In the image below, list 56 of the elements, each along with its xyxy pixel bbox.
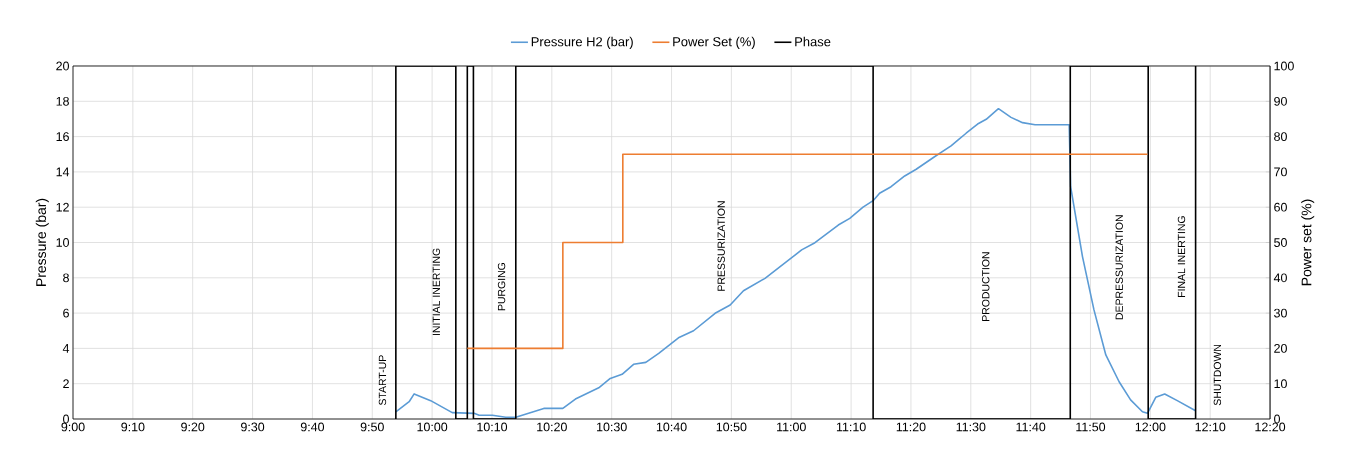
- y2-tick-label: 30: [1274, 308, 1287, 318]
- x-tick-label: 11:40: [1016, 422, 1046, 432]
- y2-tick-label: 80: [1274, 132, 1287, 142]
- annotation: SHUTDOWN: [1213, 344, 1222, 406]
- x-tick-label: 12:00: [1135, 422, 1166, 432]
- x-tick-label: 10:40: [656, 422, 687, 432]
- y-tick-label: 6: [63, 308, 69, 318]
- y2-tick-label: 10: [1274, 379, 1287, 389]
- y2-tick-label: 50: [1274, 238, 1287, 247]
- y-tick-label: 8: [63, 273, 69, 283]
- x-tick-label: 9:10: [121, 422, 145, 432]
- x-tick-label: 9:50: [360, 422, 384, 432]
- y-tick-label: 0: [63, 414, 69, 424]
- x-tick-label: 10:10: [477, 422, 508, 432]
- x-tick-label: 11:30: [956, 422, 986, 432]
- annotation: START-UP: [378, 355, 387, 406]
- y-tick-label: 14: [56, 167, 70, 177]
- y2-tick-label: 40: [1273, 273, 1287, 283]
- x-tick-label: 10:20: [537, 422, 567, 432]
- y-tick-label: 18: [56, 96, 69, 106]
- y2-tick-label: 100: [1274, 61, 1294, 71]
- y2-tick-label: 90: [1274, 96, 1287, 106]
- y-tick-label: 16: [56, 132, 69, 142]
- x-tick-label: 11:10: [836, 422, 866, 432]
- x-tick-label: 11:50: [1076, 422, 1106, 432]
- y-tick-label: 4: [62, 344, 70, 353]
- legend-label: Phase: [795, 36, 831, 47]
- y-tick-label: 12: [56, 202, 69, 212]
- y-axis-title: Pressure (bar): [35, 198, 49, 286]
- y2-tick-label: 60: [1274, 202, 1287, 212]
- x-tick-label: 9:20: [181, 422, 205, 432]
- y2-tick-label: 20: [1274, 344, 1287, 353]
- x-tick-label: 10:30: [597, 422, 627, 432]
- legend-label: Pressure H2 (bar): [531, 36, 633, 49]
- x-tick-label: 10:50: [716, 422, 747, 432]
- y2-axis-title: Power set (%): [1301, 199, 1315, 286]
- legend-label: Power Set (%): [673, 36, 755, 49]
- x-tick-label: 12:20: [1255, 422, 1286, 432]
- x-tick-label: 11:00: [777, 422, 806, 432]
- x-tick-label: 9:00: [61, 422, 85, 432]
- annotation: FINAL INERTING: [1177, 216, 1186, 297]
- x-tick-label: 9:30: [241, 422, 265, 432]
- y-tick-label: 10: [56, 238, 69, 247]
- y-tick-label: 2: [63, 379, 69, 389]
- y2-tick-label: 0: [1274, 414, 1281, 424]
- annotation: DEPRESSURIZATION: [1115, 215, 1123, 320]
- y2-tick-label: 70: [1274, 167, 1287, 177]
- x-tick-label: 10:00: [417, 422, 448, 432]
- annotation: PRODUCTION: [982, 252, 990, 321]
- x-tick-label: 11:20: [896, 422, 926, 432]
- annotation: INITIAL INERTING: [432, 248, 441, 336]
- annotation: PURGING: [497, 263, 506, 311]
- y-tick-label: 20: [56, 61, 69, 71]
- annotation: PRESSURIZATION: [717, 201, 725, 291]
- x-tick-label: 12:10: [1195, 422, 1226, 432]
- x-tick-label: 9:40: [300, 422, 325, 432]
